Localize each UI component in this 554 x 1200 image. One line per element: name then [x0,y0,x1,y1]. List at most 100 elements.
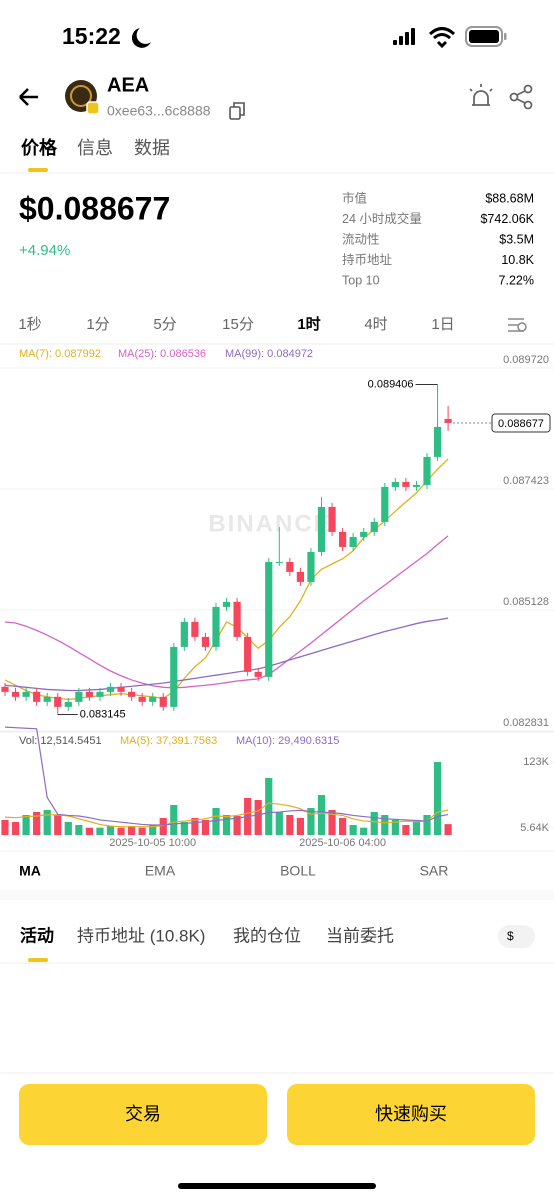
candle-body [317,506,326,552]
candle-body [307,551,315,582]
candle-body [54,696,62,707]
activity-tab[interactable]: 我的仓位 [233,926,301,945]
action-button-label: 快速购买 [375,1104,447,1124]
candle-body [170,646,178,707]
copy-button[interactable] [229,102,245,120]
candle-body [128,691,136,697]
volume-tick-label: 123K [523,756,549,768]
stat-value: 7.22% [499,273,534,287]
interval-tab[interactable]: 1秒 [18,316,41,333]
token-avatar-ring [70,85,92,107]
stat-label: 流动性 [342,232,380,246]
tab[interactable]: 价格 [21,137,58,158]
tab[interactable]: 数据 [134,138,170,158]
candle-body [286,561,294,572]
candle-body [149,696,157,702]
volume-bar [296,818,304,835]
action-button[interactable] [287,1084,535,1145]
interval-tab[interactable]: 5分 [153,316,176,333]
candle-body [433,426,442,457]
volume-bar [43,810,51,835]
indicator-tab[interactable]: MA [19,863,41,879]
volume-bar [201,820,210,835]
volume-bar [191,818,199,835]
watermark: BINANCE [208,510,331,537]
candle-body [265,561,273,677]
volume-bar [275,812,283,835]
interval-tab[interactable]: 4时 [364,316,387,333]
indicator-tab[interactable]: EMA [145,863,176,879]
volume-bar [444,824,452,835]
volume-bar [128,826,136,835]
token-address: 0xee63...6c8888 [107,103,211,119]
share-button[interactable] [509,84,533,110]
ma-legend: MA(7): 0.087992 [19,348,101,360]
last-price-box [491,413,551,433]
wifi-icon [428,27,456,49]
volume-bar [54,815,62,835]
stat-label: 持币地址 [342,252,393,267]
candle-body [402,481,410,487]
volume-bar [222,815,231,835]
volume-bar [381,815,389,835]
interval-tab[interactable]: 1分 [86,316,109,333]
home-indicator [178,1183,376,1189]
alert-button[interactable] [469,84,493,106]
candle-body [370,521,378,532]
volume-ma-line [4,802,449,828]
volume-bar [328,810,336,835]
low-label: 0.083145 [80,708,126,720]
volume-ma-legend: MA(10): 29,490.6315 [236,735,339,747]
volume-bar [317,795,326,835]
y-tick-label: 0.082831 [503,717,549,729]
back-button[interactable] [19,88,38,106]
indicator-tab[interactable]: SAR [420,863,449,879]
tab[interactable]: 信息 [77,138,113,158]
candle-body [85,691,93,697]
interval-tab[interactable]: 15分 [222,316,254,333]
candle-body [444,418,452,423]
volume-bar [391,820,399,835]
ma-line [4,535,449,689]
volume-bar [402,825,410,835]
candle-body [233,601,241,637]
candle-body [423,456,431,485]
token-symbol: AEA [107,74,149,96]
activity-tab[interactable]: 持币地址 (10.8K) [77,926,205,945]
chart-settings-button[interactable] [508,318,527,332]
battery-icon [465,26,507,47]
stat-label: Top 10 [342,273,380,287]
stat-value: $3.5M [499,232,534,246]
candle-body [138,696,146,702]
currency-toggle-label: $ [507,929,514,943]
candle-body [201,636,210,647]
stat-value: $88.68M [485,191,534,205]
volume-bar [433,762,442,835]
volume-bar [233,816,241,835]
currency-toggle[interactable] [498,925,535,948]
candle-body [117,686,125,692]
volume-bar [307,808,315,835]
activity-tab[interactable]: 活动 [20,925,54,945]
price-change: +4.94% [19,242,70,259]
activity-tab[interactable]: 当前委托 [326,926,394,945]
section-gap [0,890,554,900]
volume-bar [286,815,294,835]
interval-tab[interactable]: 1时 [297,316,320,333]
volume-bar [212,808,220,835]
volume-bar [64,822,72,835]
volume-bar [75,825,83,835]
y-tick-label: 0.085128 [503,596,549,608]
candle-body [349,536,357,547]
volume-bar [11,822,20,835]
action-button[interactable] [19,1084,267,1145]
interval-tab[interactable]: 1日 [431,316,454,333]
stat-label: 24 小时成交量 [342,211,422,226]
high-label: 0.089406 [368,378,414,390]
candle-body [43,696,51,702]
volume-bar [106,826,115,835]
candle-body [159,696,167,707]
indicator-tab[interactable]: BOLL [280,863,316,879]
